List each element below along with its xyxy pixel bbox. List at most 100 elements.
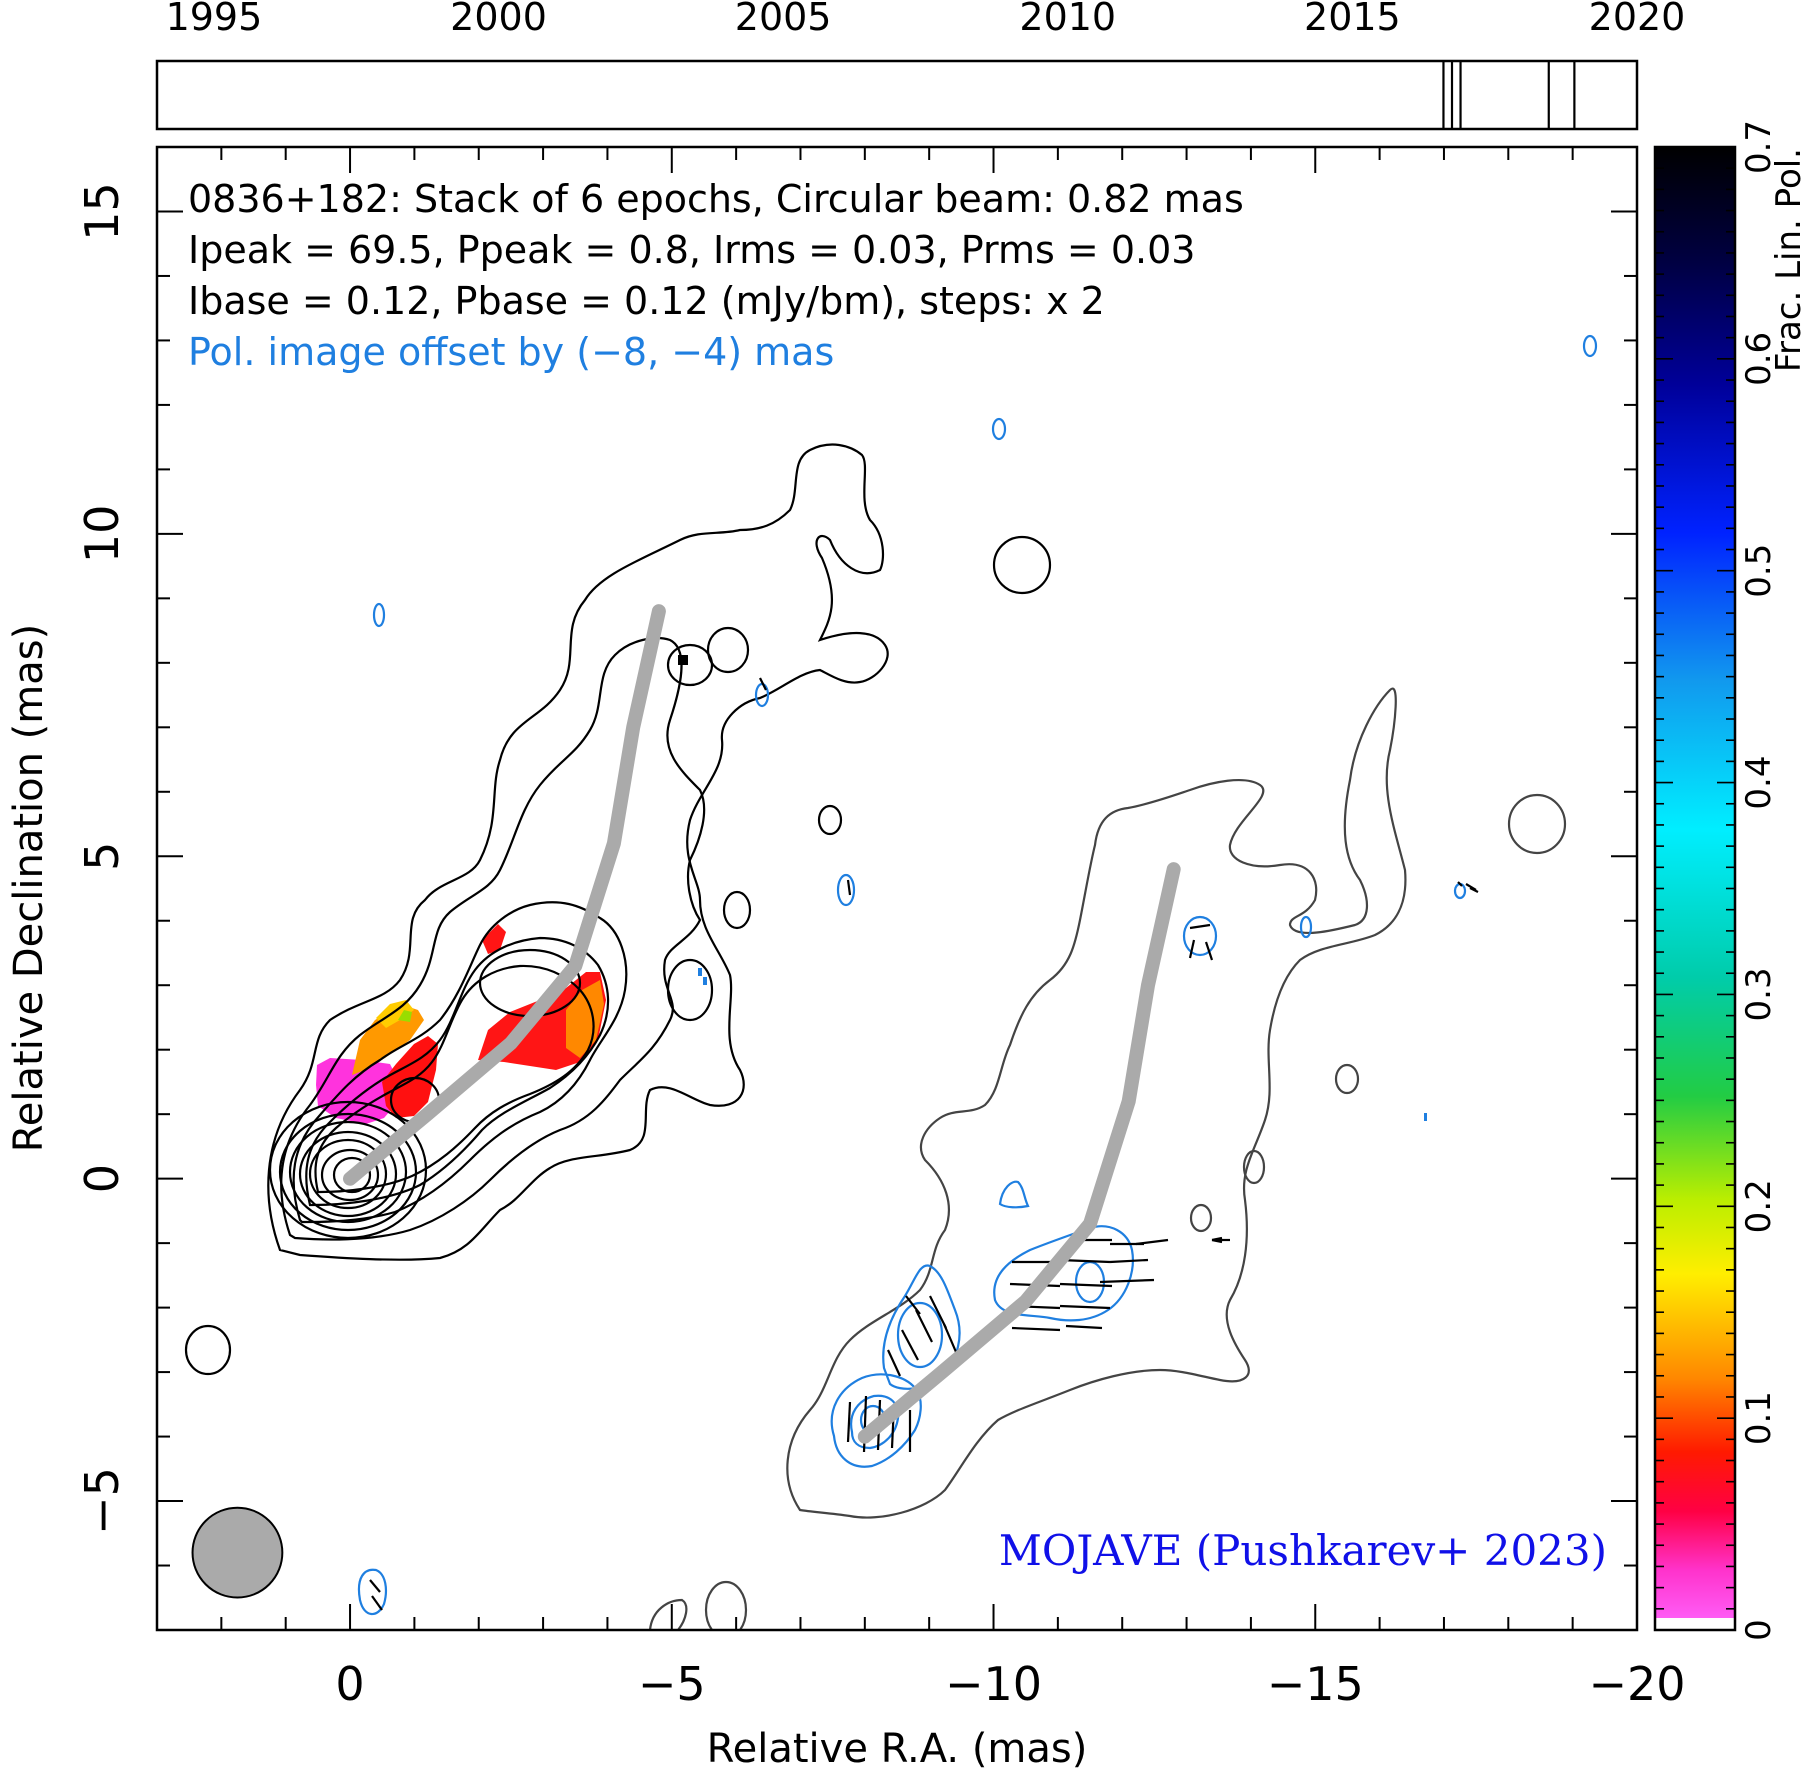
stokes-i-island-5 [817, 804, 843, 836]
evpa-tick [1011, 1326, 1061, 1332]
evpa-tick [1099, 1278, 1155, 1284]
evpa-tick [1211, 1236, 1223, 1242]
stokes-i-island-2 [706, 626, 750, 674]
timeline-tick-label: 2010 [1019, 0, 1116, 39]
evpa-tick [1059, 1304, 1111, 1310]
pol-contour-island-4 [1299, 915, 1313, 939]
pol-offset-i-island-1 [1507, 793, 1567, 855]
header-line-2: Ipeak = 69.5, Ppeak = 0.8, Irms = 0.03, … [188, 228, 1195, 272]
colorbar-tick-label: 0.5 [1739, 544, 1779, 598]
evpa-tick [846, 879, 852, 896]
evpa-tick [1065, 1324, 1103, 1330]
restoring-beam [191, 1506, 284, 1599]
stokes-i-contour-11 [320, 1148, 380, 1202]
frac-pol-jet-orange-patch [566, 980, 604, 1058]
stokes-i-island-1 [666, 643, 714, 687]
frac-pol-black-pixel [678, 655, 688, 665]
evpa-tick [1135, 1238, 1169, 1246]
x-axis-label: Relative R.A. (mas) [707, 1726, 1088, 1772]
frac-pol-blue-dot-2 [698, 968, 702, 976]
x-tick-label: 0 [335, 1657, 364, 1711]
credit-text: MOJAVE (Pushkarev+ 2023) [999, 1526, 1607, 1575]
timeline-tick-label: 1995 [166, 0, 263, 39]
evpa-tick [846, 1401, 852, 1443]
colorbar-tick-label: 0.7 [1739, 120, 1779, 174]
stokes-i-contours [184, 443, 1052, 1376]
stokes-i-contour-10 [308, 1138, 388, 1210]
y-tick-label: −5 [75, 1467, 129, 1535]
colorbar-tick-label: 0.2 [1739, 1179, 1779, 1233]
pol-contour-mid-2 [1074, 1260, 1106, 1304]
ridgelines [343, 604, 1181, 1444]
stokes-i-contour-3 [292, 901, 628, 1224]
x-tick-label: −15 [1267, 1657, 1364, 1711]
stokes-i-island-7 [184, 1324, 232, 1376]
pol-contour-jet-2 [896, 1301, 944, 1369]
frac-pol-colormap [316, 655, 1427, 1124]
stokes-i-island-3 [666, 958, 714, 1022]
pol-contour-island-6 [991, 417, 1007, 441]
evpa-tick [759, 677, 767, 691]
header-line-4: Pol. image offset by (−8, −4) mas [188, 330, 834, 374]
polarized-intensity-contours [357, 334, 1598, 1616]
frac-pol-blue-pixel [703, 977, 707, 985]
y-axis-label: Relative Declination (mas) [6, 624, 52, 1152]
colorbar-tick-label: 0 [1739, 1619, 1779, 1641]
timeline-tick-label: 2015 [1304, 0, 1401, 39]
stokes-i-contour-8 [288, 1120, 408, 1224]
pol-offset-i-island-6 [648, 1598, 688, 1630]
evpa-tick [887, 1349, 901, 1377]
epoch-timeline: 1995 2000 2005 2010 2015 2020 [155, 0, 1686, 131]
pol-contour-core-2 [850, 1394, 900, 1450]
colorbar-white-base [1655, 1618, 1735, 1630]
timeline-tick-label: 2005 [735, 0, 832, 39]
x-tick-label: −10 [945, 1657, 1042, 1711]
pol-contour-island-7 [372, 602, 386, 628]
pol-contour-core-outer [830, 1373, 922, 1468]
pol-contour-island-2 [1182, 915, 1218, 957]
frac-pol-orange-patch [352, 1006, 424, 1075]
axis-tick-labels: 0 −5 −10 −15 −20 −5 0 5 10 15 [75, 182, 1686, 1711]
frac-pol-yellow-patch [376, 1000, 414, 1028]
colorbar-tick-label: 0.1 [1739, 1391, 1779, 1445]
evpa-tick [862, 1395, 868, 1453]
stokes-i-contour-12 [332, 1156, 372, 1194]
pol-offset-i-island-3 [1242, 1149, 1266, 1185]
evpa-tick [929, 1295, 947, 1329]
y-tick-label: 10 [75, 505, 129, 564]
timeline-tick-label: 2020 [1589, 0, 1686, 39]
ridgeline-polarization [857, 862, 1181, 1444]
pol-offset-i-island-2 [1334, 1063, 1360, 1095]
frac-pol-blue-dot [1424, 1113, 1427, 1121]
stokes-i-contour-6 [268, 1100, 428, 1240]
stokes-i-contour-7 [278, 1112, 418, 1232]
y-tick-label: 5 [75, 842, 129, 871]
pol-contour-island-5 [1582, 334, 1598, 358]
evpa-tick [1188, 939, 1196, 959]
timeline-frame [155, 59, 1639, 131]
stokes-i-contour-outer [267, 443, 889, 1261]
colorbar-tick-label: 0.6 [1739, 332, 1779, 386]
evpa-tick [1204, 941, 1214, 961]
stokes-i-contour-9 [298, 1130, 398, 1218]
frac-pol-green-patch [398, 1010, 412, 1022]
evpa-tick [1189, 923, 1211, 930]
pol-contour-island-9 [1453, 882, 1467, 900]
y-tick-label: 15 [75, 182, 129, 241]
pol-offset-i-contours [648, 687, 1567, 1630]
pol-offset-i-contour-outer [786, 687, 1407, 1519]
evpa-tick [369, 1579, 381, 1593]
evpa-vectors [369, 677, 1479, 1611]
pol-contour-island-3 [836, 873, 856, 907]
ridgeline-total-intensity [343, 604, 666, 1186]
evpa-tick [901, 1329, 919, 1361]
colorbar-tick-label: 0.3 [1739, 967, 1779, 1021]
evpa-tick [1457, 881, 1463, 887]
colorbar-ticks: 0 0.1 0.2 0.3 0.4 0.5 0.6 0.7 [1655, 120, 1779, 1641]
evpa-tick [1465, 883, 1477, 891]
timeline-tick-label: 2000 [450, 0, 547, 39]
evpa-tick [942, 1323, 958, 1353]
evpa-tick [915, 1309, 933, 1343]
stokes-i-contour-2 [280, 637, 706, 1241]
